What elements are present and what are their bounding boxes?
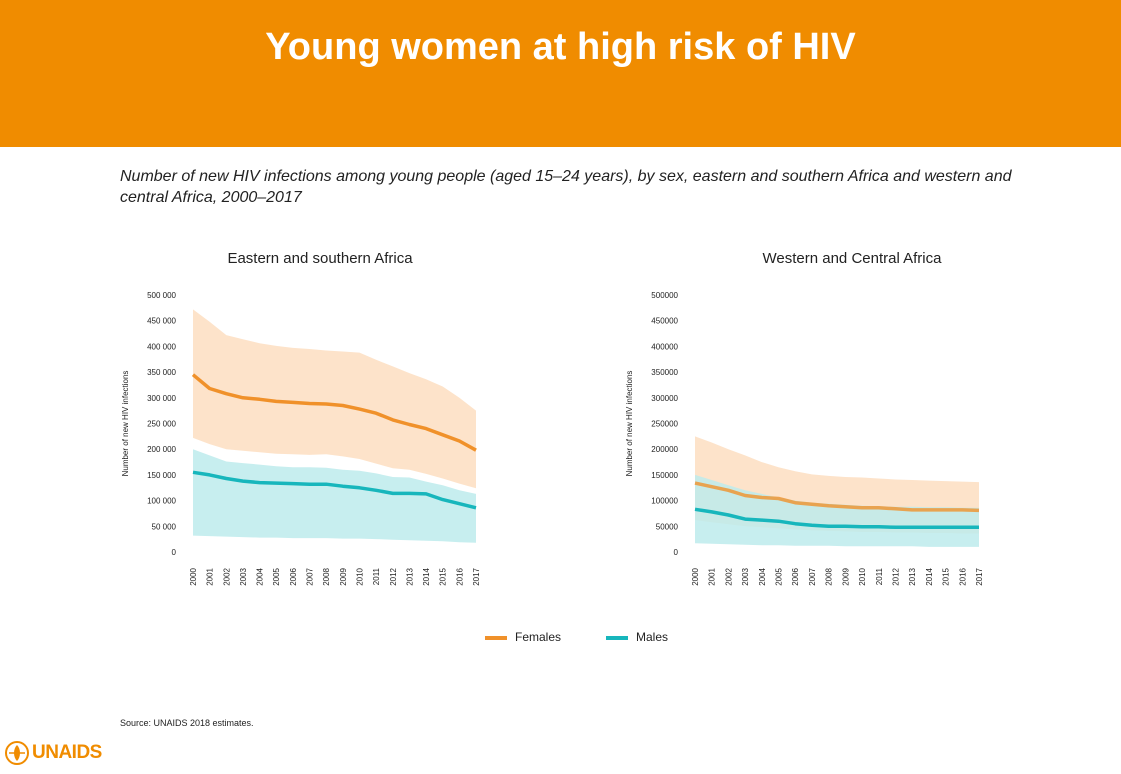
chart1-xtick-label: 2005: [272, 567, 281, 585]
unaids-emblem-icon: [5, 741, 29, 765]
chart1-xtick-label: 2016: [455, 567, 464, 585]
chart2-ytick-label: 250000: [651, 420, 678, 429]
chart1-females-uncertainty-band: [193, 309, 476, 489]
chart2-ytick-label: 300000: [651, 394, 678, 403]
chart1-xtick-label: 2011: [372, 567, 381, 585]
chart2-females-line: [694, 481, 980, 513]
chart2-xtick-label: 2015: [942, 567, 951, 585]
unaids-logo: UNAIDS: [4, 740, 102, 766]
chart1-xtick-label: 2006: [289, 567, 298, 585]
chart2-ytick-label: 450000: [651, 317, 678, 326]
chart1-xtick-label: 2017: [472, 567, 481, 585]
chart2-ytick-label: 50000: [656, 522, 679, 531]
chart1-males-line: [192, 470, 477, 510]
chart2-title: Western and Central Africa: [763, 250, 943, 267]
chart1-xtick-label: 2004: [256, 567, 265, 585]
header-banner: Young women at high risk of HIV: [0, 0, 1121, 147]
chart2-ytick-label: 150000: [651, 471, 678, 480]
legend-males: Males: [606, 630, 668, 644]
chart1-ytick-label: 350 000: [147, 368, 176, 377]
chart2-xtick-label: 2013: [908, 567, 917, 585]
chart2-xtick-label: 2000: [691, 567, 700, 585]
page-title: Young women at high risk of HIV: [265, 26, 856, 68]
chart2-xtick-label: 2007: [808, 567, 817, 585]
chart2-xtick-label: 2017: [975, 567, 984, 585]
chart1-xtick-label: 2000: [189, 567, 198, 585]
chart2-ytick-label: 200000: [651, 445, 678, 454]
chart2-xtick-label: 2001: [708, 567, 717, 585]
chart1-xtick-label: 2015: [439, 567, 448, 585]
chart2-xtick-label: 2002: [724, 567, 733, 585]
chart2-xtick-label: 2003: [741, 567, 750, 585]
chart2-xtick-label: 2004: [758, 567, 767, 585]
chart2-ytick-label: 350000: [651, 368, 678, 377]
chart1-females-line: [191, 373, 477, 452]
source-note: Source: UNAIDS 2018 estimates.: [120, 718, 254, 728]
chart1-xtick-label: 2002: [222, 567, 231, 585]
chart1-xtick-label: 2014: [422, 567, 431, 585]
chart2-ytick-label: 400000: [651, 342, 678, 351]
chart1-ytick-label: 400 000: [147, 342, 176, 351]
chart1-xtick-label: 2001: [206, 567, 215, 585]
chart1-ytick-label: 0: [172, 548, 177, 557]
chart-subtitle: Number of new HIV infections among young…: [120, 168, 1012, 206]
chart1-xtick-label: 2010: [355, 567, 364, 585]
chart1-ytick-label: 200 000: [147, 445, 176, 454]
chart2-xtick-label: 2006: [791, 567, 800, 585]
chart2-xtick-label: 2014: [925, 567, 934, 585]
legend-females: Females: [485, 630, 561, 644]
logo-text: UNAIDS: [32, 742, 102, 763]
chart1-xtick-label: 2007: [306, 567, 315, 585]
legend-females-label: Females: [515, 630, 562, 644]
chart1-ytick-label: 450 000: [147, 317, 176, 326]
chart1-xtick-label: 2008: [322, 567, 331, 585]
chart1-xtick-label: 2013: [405, 567, 414, 585]
males-swatch: [606, 635, 628, 640]
chart1-xtick-label: 2003: [239, 567, 248, 585]
chart2-xtick-label: 2016: [958, 567, 967, 585]
chart2-xtick-label: 2010: [858, 567, 867, 585]
females-swatch: [485, 635, 507, 640]
chart2-xtick-label: 2005: [775, 567, 784, 585]
chart1-ylabel: Number of new HIV infections: [121, 371, 130, 477]
chart2-ylabel: Number of new HIV infections: [625, 371, 634, 477]
chart1-ytick-label: 50 000: [152, 522, 177, 531]
chart1-xtick-label: 2009: [339, 567, 348, 585]
chart1-ytick-label: 150 000: [147, 471, 176, 480]
chart2-ytick-label: 0: [674, 548, 679, 557]
chart2-ytick-label: 500000: [651, 291, 678, 300]
chart1-ytick-label: 250 000: [147, 420, 176, 429]
chart1-ytick-label: 100 000: [147, 497, 176, 506]
chart1-ytick-label: 300 000: [147, 394, 176, 403]
chart2-xtick-label: 2011: [875, 567, 884, 585]
legend-males-label: Males: [636, 630, 669, 644]
chart1-males-uncertainty-band: [193, 449, 476, 543]
chart2-xtick-label: 2009: [841, 567, 850, 585]
chart1-title: Eastern and southern Africa: [227, 250, 413, 267]
chart2-ytick-label: 100000: [651, 497, 678, 506]
chart1-ytick-label: 500 000: [147, 291, 176, 300]
chart2-males-line: [694, 507, 979, 530]
chart1-xtick-label: 2012: [389, 567, 398, 585]
chart2-xtick-label: 2008: [825, 567, 834, 585]
chart2-xtick-label: 2012: [891, 567, 900, 585]
